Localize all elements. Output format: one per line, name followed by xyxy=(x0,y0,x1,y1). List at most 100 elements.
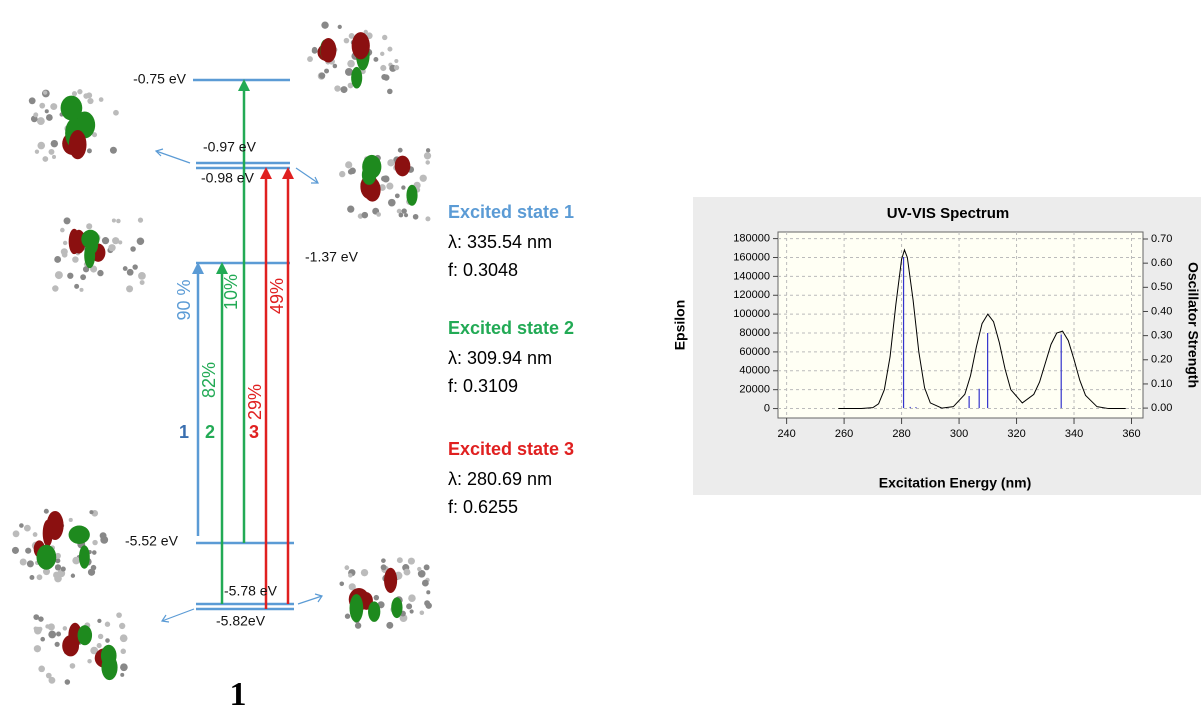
atom xyxy=(340,86,347,93)
atom xyxy=(43,90,47,94)
orbital-lobe xyxy=(69,526,90,544)
atom xyxy=(387,159,394,166)
atom xyxy=(355,622,361,628)
atom xyxy=(401,208,406,213)
state-number: 3 xyxy=(249,422,259,442)
atom xyxy=(406,603,412,609)
y2-tick-label: 0.70 xyxy=(1151,233,1172,245)
x-tick-label: 260 xyxy=(835,428,853,440)
atom xyxy=(83,93,89,99)
atom xyxy=(72,256,78,262)
atom xyxy=(79,288,83,292)
pointer-arrows xyxy=(156,149,322,622)
atom xyxy=(345,614,350,619)
atom xyxy=(130,246,136,252)
atom xyxy=(19,523,24,528)
state-title: Excited state 3 xyxy=(448,439,574,459)
atom xyxy=(347,206,354,213)
atom xyxy=(394,59,398,63)
atom xyxy=(120,673,124,677)
atom xyxy=(63,241,67,245)
atom xyxy=(97,619,101,623)
atom xyxy=(69,518,73,522)
atom xyxy=(64,217,71,224)
atom xyxy=(42,156,48,162)
state-number: 2 xyxy=(205,422,215,442)
transition-arrows xyxy=(192,79,294,609)
orbital-lobe xyxy=(406,185,417,206)
level-label: -0.98 eV xyxy=(201,170,255,186)
atom xyxy=(334,85,340,91)
atom xyxy=(394,65,399,70)
atom xyxy=(395,193,400,198)
atom xyxy=(45,624,49,628)
atom xyxy=(77,89,82,94)
atom xyxy=(67,273,73,279)
atom xyxy=(381,558,386,563)
atom xyxy=(388,199,396,207)
atom xyxy=(401,185,405,189)
y-tick-label: 140000 xyxy=(733,270,770,282)
atom xyxy=(324,69,329,74)
atom xyxy=(34,645,41,652)
atom xyxy=(35,150,39,154)
atom xyxy=(29,97,36,104)
atom xyxy=(39,103,45,109)
state-number: 1 xyxy=(179,422,189,442)
atom xyxy=(33,532,38,537)
y-tick-label: 40000 xyxy=(739,365,770,377)
state-title: Excited state 1 xyxy=(448,202,574,222)
atom xyxy=(89,510,93,514)
atom xyxy=(55,564,61,570)
atom xyxy=(97,270,103,276)
atom xyxy=(37,574,43,580)
atom xyxy=(387,47,392,52)
orbital-lobe xyxy=(101,655,117,680)
atom xyxy=(55,271,63,279)
y-axis-label: Epsilon xyxy=(672,300,688,351)
atom xyxy=(98,634,103,639)
atom xyxy=(426,590,430,594)
atom xyxy=(87,659,91,663)
transition-label: 10% xyxy=(221,274,241,310)
atom xyxy=(61,567,66,572)
state-f: f: 0.3048 xyxy=(448,260,518,280)
atom xyxy=(374,595,379,600)
atom xyxy=(86,223,92,229)
orbital-lobe xyxy=(391,597,402,618)
transition-label: 49% xyxy=(267,278,287,314)
atom xyxy=(46,114,53,121)
atom xyxy=(60,228,65,233)
y-tick-label: 180000 xyxy=(733,233,770,245)
atom xyxy=(386,622,393,629)
atom xyxy=(120,634,128,642)
atom xyxy=(48,631,56,639)
atom xyxy=(381,564,387,570)
atom xyxy=(112,219,116,223)
atom xyxy=(420,175,427,182)
state-f: f: 0.6255 xyxy=(448,497,518,517)
atom xyxy=(53,572,60,579)
level-label: -5.82eV xyxy=(216,613,266,629)
atom xyxy=(319,72,325,78)
orbital-lobe xyxy=(368,601,380,621)
atom xyxy=(51,140,58,147)
orbital-lobe xyxy=(69,229,80,254)
atom xyxy=(110,147,117,154)
y2-tick-label: 0.10 xyxy=(1151,378,1172,390)
atom xyxy=(88,569,95,576)
atom xyxy=(383,74,389,80)
atom xyxy=(348,573,352,577)
atom xyxy=(63,626,67,630)
atom xyxy=(105,622,110,627)
transition-label: 90 % xyxy=(174,279,194,320)
x-tick-label: 320 xyxy=(1007,428,1025,440)
state-wavelength: λ: 280.69 nm xyxy=(448,469,552,489)
x-tick-label: 300 xyxy=(950,428,968,440)
atom xyxy=(71,574,75,578)
atom xyxy=(49,677,56,684)
atom xyxy=(376,212,381,217)
atom xyxy=(347,60,355,68)
atom xyxy=(381,176,387,182)
atom xyxy=(74,284,79,289)
